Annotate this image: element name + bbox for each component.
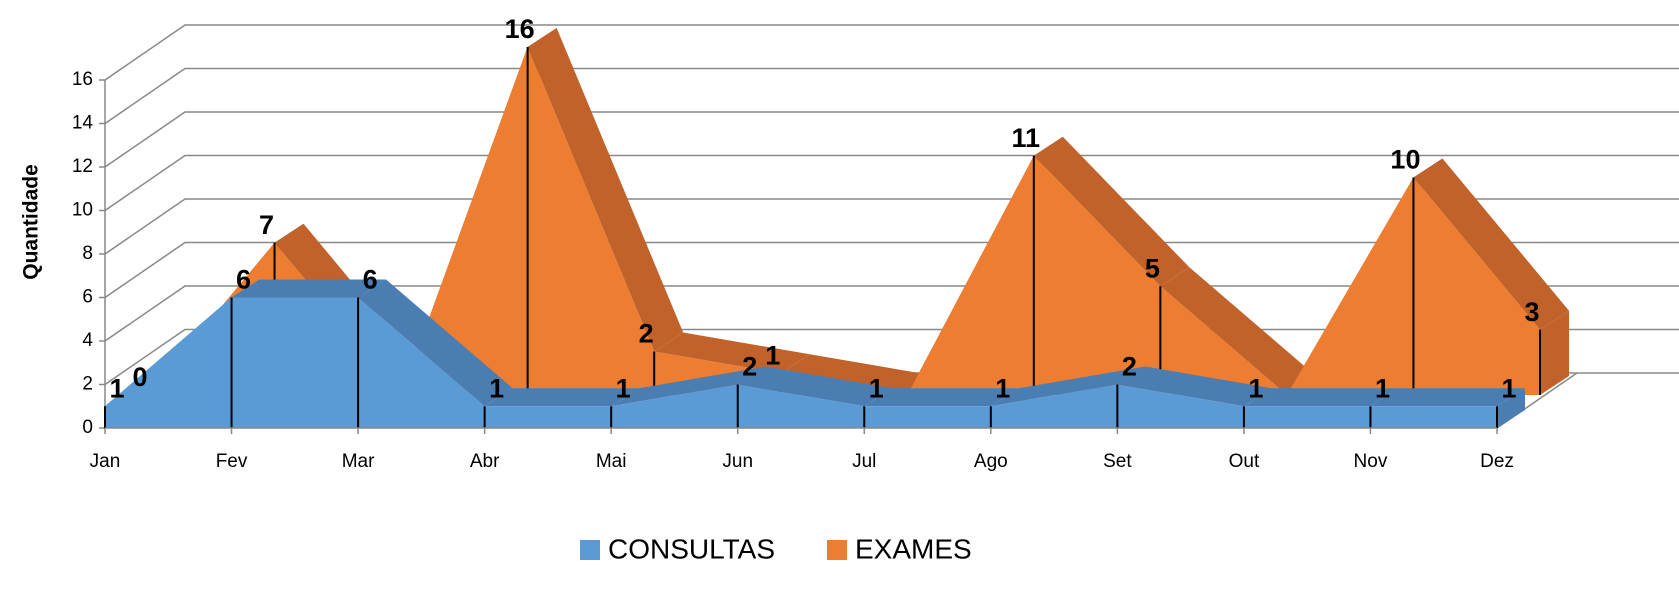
area-end-face (1497, 388, 1525, 428)
x-tick-label: Set (1103, 451, 1132, 472)
grid-line (104, 241, 1679, 299)
x-tick-label: Dez (1480, 451, 1514, 472)
grid-line (104, 198, 1679, 255)
y-tick-label: 4 (82, 330, 93, 351)
area-top-face (527, 28, 684, 352)
area-top-face (1370, 388, 1525, 407)
x-tick-label: Out (1229, 451, 1260, 472)
y-tick-label: 6 (82, 287, 93, 308)
y-axis-label: Quantidade (20, 164, 43, 280)
data-label: 2 (1122, 352, 1137, 382)
area-top-face (1243, 388, 1399, 407)
x-tick-label: Nov (1354, 451, 1388, 472)
data-label: 16 (505, 14, 535, 44)
y-tick-label: 12 (72, 156, 93, 177)
y-tick-label: 14 (72, 113, 94, 134)
y-tick-label: 10 (72, 200, 93, 221)
x-tick-label: Ago (974, 451, 1008, 472)
data-label: 10 (1390, 145, 1420, 175)
data-label: 1 (995, 373, 1010, 403)
data-label: 1 (1375, 373, 1390, 403)
area-end-face (1540, 310, 1569, 395)
x-tick-label: Jun (722, 451, 753, 472)
area-top-face (654, 332, 810, 374)
area-top-face (737, 366, 893, 407)
data-label: 2 (742, 352, 757, 382)
legend-label: CONSULTAS (608, 533, 775, 564)
grid-line (104, 24, 1679, 81)
y-tick-label: 0 (82, 417, 93, 438)
y-tick-label: 2 (82, 374, 93, 395)
area-top-face (1413, 158, 1569, 330)
area-top-face (864, 388, 1019, 407)
x-tick-label: Jan (90, 451, 121, 472)
area-top-face (990, 366, 1146, 407)
data-label: 11 (1012, 123, 1041, 153)
data-label: 1 (489, 373, 504, 403)
area-top-face (231, 279, 387, 298)
grid-line (104, 67, 1679, 125)
grid-line (104, 154, 1679, 212)
area-top-face (1117, 366, 1272, 407)
legend-label: EXAMES (855, 533, 972, 564)
data-label: 1 (869, 373, 884, 403)
data-label: 1 (1248, 373, 1263, 403)
area-top-face (611, 366, 766, 407)
data-label: 5 (1145, 253, 1160, 283)
x-tick-label: Jul (852, 451, 876, 472)
y-tick-label: 16 (72, 69, 93, 90)
x-tick-label: Abr (470, 451, 500, 472)
data-label: 2 (639, 319, 654, 349)
data-label: 1 (109, 373, 124, 403)
data-label: 3 (1524, 297, 1539, 327)
area (148, 47, 1540, 395)
area-top-face (1160, 267, 1316, 395)
data-label: 1 (765, 340, 780, 370)
x-tick-label: Mar (342, 451, 375, 472)
legend-swatch (827, 540, 847, 560)
area (105, 297, 1497, 428)
area-top-face (484, 388, 640, 407)
data-label: 1 (1501, 373, 1516, 403)
data-label: 7 (259, 210, 274, 240)
x-tick-label: Fev (216, 451, 248, 472)
area-top-face (780, 354, 937, 395)
data-label: 1 (616, 373, 631, 403)
data-label: 6 (363, 265, 378, 295)
area-top-face (1033, 136, 1190, 287)
grid-line (104, 111, 1679, 168)
x-tick-label: Mai (596, 451, 627, 472)
data-label: 0 (132, 362, 147, 392)
area-top-face (358, 279, 513, 407)
legend-swatch (580, 540, 600, 560)
data-label: 6 (236, 265, 251, 295)
y-tick-label: 8 (82, 243, 93, 264)
